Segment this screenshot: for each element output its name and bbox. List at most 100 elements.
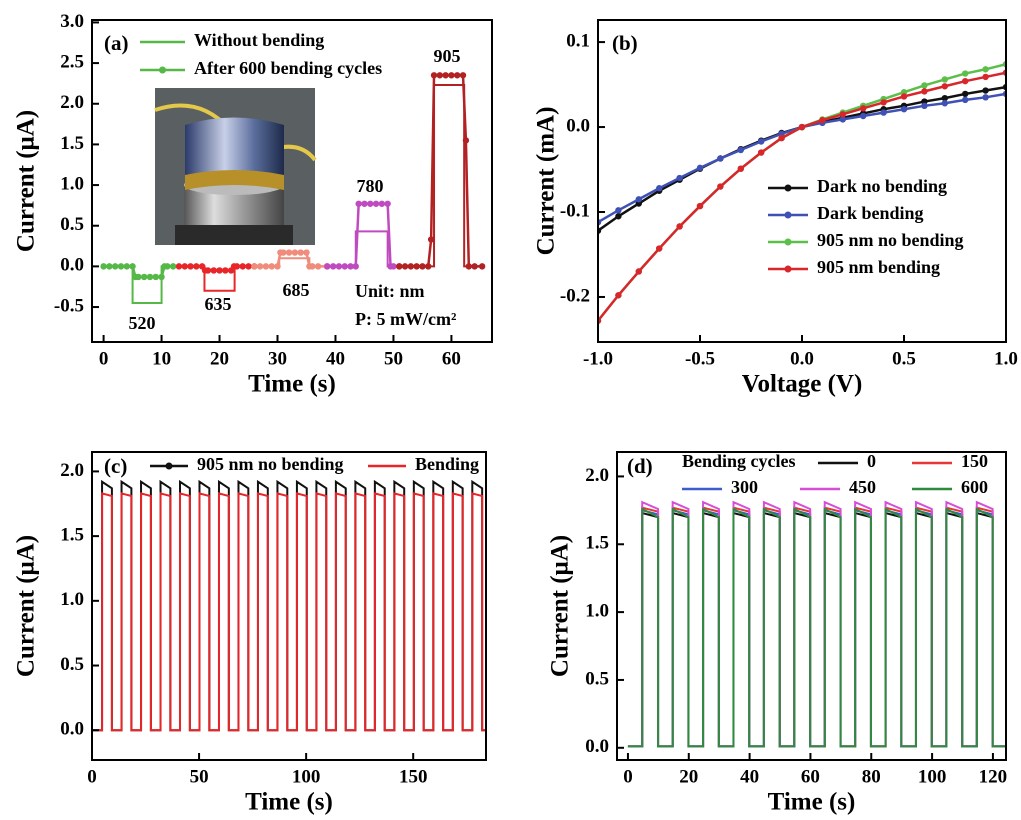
x-tick-label: -1.0 (583, 348, 613, 369)
point (427, 236, 435, 243)
legend-marker (784, 211, 792, 219)
point (216, 267, 223, 274)
point (778, 134, 785, 142)
point (239, 263, 246, 270)
x-axis-label: Time (s) (768, 789, 856, 816)
point (256, 263, 264, 270)
point (962, 77, 969, 85)
point (615, 207, 622, 214)
point (921, 102, 928, 110)
annotation: 520 (129, 313, 156, 333)
point (135, 273, 142, 281)
annotation: 635 (205, 294, 232, 314)
y-tick-label: 0.0 (585, 736, 609, 757)
point (442, 72, 449, 79)
y-tick-label: 2.0 (585, 465, 609, 486)
y-tick-label: 2.5 (60, 51, 84, 72)
y-axis-label: Current (mA) (533, 107, 560, 256)
point (210, 267, 217, 274)
annotation: 905 (434, 46, 461, 66)
x-tick-label: 40 (326, 348, 345, 369)
point (297, 249, 304, 256)
point (262, 263, 270, 270)
x-axis-label: Voltage (V) (742, 371, 863, 398)
y-tick-label: -0.5 (54, 295, 84, 316)
plot-area (100, 72, 486, 304)
legend-label: Without bending (194, 30, 324, 50)
legend-marker (784, 265, 792, 273)
point (303, 249, 310, 256)
point (819, 117, 826, 124)
point (335, 263, 343, 270)
point (158, 273, 165, 281)
point (696, 164, 704, 172)
point (384, 200, 391, 207)
series-line (598, 92, 1006, 224)
annotation: Unit: nm (355, 281, 425, 301)
panel-label: (d) (627, 454, 653, 478)
y-axis-label: Current (μA) (547, 535, 574, 677)
x-tick-label: 100 (918, 766, 947, 787)
point (758, 138, 765, 145)
series-line (598, 71, 1006, 322)
point (314, 263, 322, 270)
series-line (92, 492, 486, 732)
x-tick-label: -0.5 (685, 348, 715, 369)
x-tick-label: 150 (399, 766, 428, 787)
x-tick-label: 60 (442, 348, 461, 369)
point (615, 292, 622, 299)
x-tick-label: 20 (210, 348, 229, 369)
point (900, 106, 908, 113)
point (425, 263, 432, 270)
point (448, 72, 455, 79)
y-tick-label: 1.0 (60, 589, 84, 610)
y-tick-label: -0.1 (560, 200, 590, 221)
legend-label: 600 (961, 477, 988, 497)
point (941, 94, 948, 102)
point (860, 112, 867, 120)
point (696, 202, 704, 210)
point (390, 263, 397, 270)
point (100, 263, 107, 270)
point (758, 149, 765, 156)
y-tick-label: -0.2 (560, 285, 590, 306)
point (204, 267, 212, 274)
y-tick-label: 0.5 (60, 214, 84, 235)
point (193, 263, 200, 270)
series-line (627, 506, 1006, 748)
point (982, 94, 989, 101)
point (676, 223, 683, 230)
point (106, 263, 113, 270)
y-tick-label: 2.0 (60, 92, 84, 113)
x-tick-label: 0.5 (892, 348, 916, 369)
x-tick-label: 50 (190, 766, 209, 787)
point (175, 263, 183, 270)
x-tick-label: 0 (87, 766, 97, 787)
point (251, 263, 258, 270)
series-line (627, 507, 1006, 748)
point (900, 93, 908, 100)
point (129, 263, 136, 270)
point (454, 72, 461, 79)
point (880, 99, 887, 106)
x-tick-label: 0 (623, 766, 633, 787)
point (164, 263, 171, 270)
annotation: P: 5 mW/cm² (355, 309, 456, 329)
x-tick-label: 10 (152, 348, 171, 369)
point (329, 263, 337, 270)
point (187, 263, 194, 270)
legend-marker (165, 462, 173, 470)
x-tick-label: 100 (292, 766, 321, 787)
point (378, 200, 386, 207)
point (471, 263, 478, 270)
point (111, 263, 119, 270)
annotation: 685 (283, 280, 310, 300)
point (280, 249, 287, 256)
legend-label: 905 nm no bending (817, 230, 964, 250)
point (921, 88, 928, 95)
x-tick-label: 1.0 (994, 348, 1018, 369)
point (798, 123, 806, 131)
point (635, 268, 642, 275)
y-tick-label: 0.0 (60, 719, 84, 740)
